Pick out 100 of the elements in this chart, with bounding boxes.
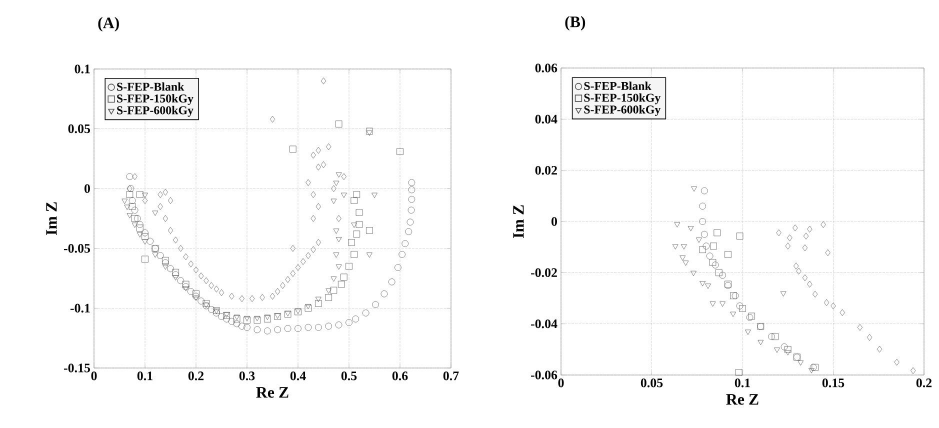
point <box>910 367 916 374</box>
y-axis-title: Im Z <box>513 205 524 238</box>
point <box>244 316 250 324</box>
point <box>290 146 296 153</box>
point <box>330 276 337 282</box>
point <box>285 276 290 283</box>
point <box>316 203 321 210</box>
point <box>208 282 214 289</box>
point <box>350 250 358 258</box>
point <box>362 310 370 316</box>
point <box>126 213 133 218</box>
legend-label: S-FEP-150kGy <box>117 94 194 106</box>
point <box>182 286 189 292</box>
point <box>250 295 255 302</box>
point <box>136 232 143 238</box>
point <box>709 259 716 266</box>
point <box>350 197 358 204</box>
point <box>295 264 301 271</box>
point <box>122 198 128 204</box>
point <box>244 316 250 322</box>
y-tick-label: 0.05 <box>68 124 90 134</box>
point <box>315 300 322 307</box>
point <box>405 228 412 236</box>
point <box>158 203 163 210</box>
x-tick-label: 0.7 <box>443 372 459 380</box>
point <box>304 304 312 312</box>
point <box>193 266 199 274</box>
point <box>172 275 179 280</box>
point <box>305 304 312 310</box>
point <box>315 324 322 331</box>
point <box>340 192 347 198</box>
point <box>316 164 321 170</box>
x-tick-label: 0.2 <box>916 378 932 388</box>
point <box>796 268 802 275</box>
point <box>264 316 271 322</box>
point <box>768 333 775 340</box>
point <box>162 264 168 270</box>
point <box>320 78 326 84</box>
point <box>325 322 332 330</box>
y-tick-label: -0.1 <box>70 304 90 313</box>
point <box>787 234 792 242</box>
x-tick-label: 0 <box>91 372 97 380</box>
point <box>408 206 415 214</box>
point <box>310 152 316 158</box>
point <box>218 289 224 296</box>
point <box>793 262 799 270</box>
point <box>732 292 739 300</box>
point <box>260 294 265 301</box>
point <box>254 316 261 324</box>
point <box>316 146 321 154</box>
point <box>366 130 372 136</box>
point <box>699 202 706 210</box>
point <box>193 296 199 301</box>
point <box>310 215 316 222</box>
point <box>131 215 138 222</box>
point <box>290 270 296 277</box>
point <box>254 326 261 334</box>
point <box>720 302 726 307</box>
point <box>188 260 194 268</box>
point <box>682 260 689 266</box>
point <box>284 325 292 332</box>
point <box>136 221 144 228</box>
y-tick-label: -0.15 <box>64 364 90 372</box>
point <box>739 305 746 312</box>
y-tick-label: -0.04 <box>530 319 558 328</box>
point <box>780 291 786 297</box>
point <box>274 326 281 334</box>
point <box>353 230 360 238</box>
point <box>674 222 680 228</box>
point <box>394 264 402 271</box>
point <box>233 320 240 328</box>
point <box>128 197 136 204</box>
point <box>812 290 818 298</box>
point <box>402 240 408 247</box>
point <box>290 245 296 252</box>
y-tick-label: 0.04 <box>535 114 558 124</box>
point <box>136 191 144 198</box>
point <box>335 120 342 128</box>
point <box>830 302 836 310</box>
chart-title: (A) <box>98 17 119 32</box>
point <box>300 258 306 265</box>
point <box>223 316 230 322</box>
x-tick-label: 0 <box>558 378 564 388</box>
point <box>366 252 372 258</box>
point <box>772 333 779 340</box>
point <box>680 244 687 250</box>
point <box>126 173 134 180</box>
point <box>380 290 388 298</box>
point <box>701 187 708 194</box>
point <box>730 312 736 317</box>
point <box>168 197 174 204</box>
point <box>158 191 163 198</box>
point <box>807 226 812 233</box>
x-tick-label: 0.5 <box>341 372 357 380</box>
point <box>254 316 260 322</box>
point <box>340 274 348 280</box>
point <box>802 244 808 252</box>
point <box>162 259 169 266</box>
point <box>802 274 808 282</box>
point <box>172 268 179 276</box>
